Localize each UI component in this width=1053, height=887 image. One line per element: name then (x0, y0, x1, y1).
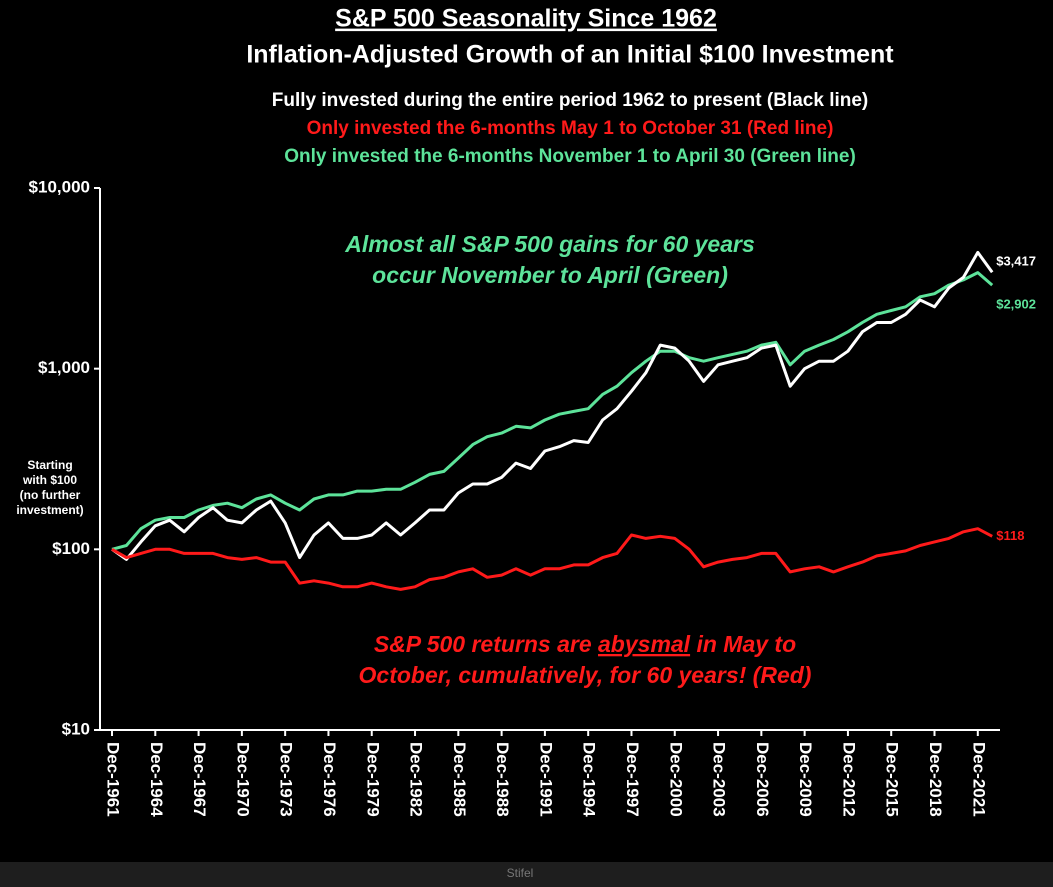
value-label: $118 (996, 528, 1024, 543)
x-tick-label: Dec-1964 (147, 742, 166, 817)
x-tick-label: Dec-1979 (363, 742, 382, 817)
x-tick-label: Dec-1988 (493, 742, 512, 817)
annotation-part: occur November to April (Green) (372, 262, 728, 288)
x-tick-label: Dec-1976 (320, 742, 339, 817)
series-line (111, 250, 994, 561)
legend-entry: Fully invested during the entire period … (272, 90, 869, 111)
chart-subtitle: Inflation-Adjusted Growth of an Initial … (246, 41, 894, 69)
x-tick-label: Dec-1967 (190, 742, 209, 817)
side-note: investment) (16, 503, 83, 517)
y-tick-label: $100 (52, 539, 90, 558)
x-tick-label: Dec-2012 (839, 742, 858, 817)
y-tick-label: $10,000 (29, 177, 90, 196)
x-tick-label: Dec-1982 (407, 742, 426, 817)
annotation: occur November to April (Green) (372, 262, 728, 288)
side-note: with $100 (22, 473, 77, 487)
annotation-part: S&P 500 returns are (374, 631, 598, 657)
series-line (111, 527, 993, 591)
x-tick-label: Dec-1970 (233, 742, 252, 817)
footer: Stifel (507, 866, 534, 880)
annotation-part: Almost all S&P 500 gains for 60 years (344, 231, 755, 257)
x-tick-label: Dec-2000 (666, 742, 685, 817)
annotation-part: October, cumulatively, for 60 years! (Re… (359, 662, 812, 688)
x-tick-label: Dec-1997 (623, 742, 642, 817)
footer-bar (0, 862, 1053, 887)
annotation-part: abysmal (598, 631, 691, 657)
x-tick-label: Dec-1994 (580, 742, 599, 817)
y-tick-label: $1,000 (38, 358, 90, 377)
side-note: (no further (20, 488, 81, 502)
series-line (111, 271, 994, 551)
legend-entry: Only invested the 6-months November 1 to… (284, 146, 856, 167)
annotation-part: in May to (690, 631, 796, 657)
x-tick-label: Dec-2021 (969, 742, 988, 817)
x-tick-label: Dec-1961 (104, 742, 123, 817)
x-tick-label: Dec-1985 (450, 742, 469, 817)
annotation: Almost all S&P 500 gains for 60 years (344, 231, 755, 257)
x-tick-label: Dec-2003 (710, 742, 729, 817)
value-label: $3,417 (996, 254, 1036, 269)
x-tick-label: Dec-1973 (277, 742, 296, 817)
value-label: $2,902 (996, 297, 1036, 312)
x-tick-label: Dec-2009 (796, 742, 815, 817)
x-tick-label: Dec-2006 (753, 742, 772, 817)
y-tick-label: $10 (62, 719, 90, 738)
legend-entry: Only invested the 6-months May 1 to Octo… (307, 118, 834, 139)
annotation: S&P 500 returns are abysmal in May to (374, 631, 796, 657)
side-note: Starting (27, 458, 72, 472)
x-tick-label: Dec-2015 (883, 742, 902, 817)
x-tick-label: Dec-2018 (926, 742, 945, 817)
annotation: October, cumulatively, for 60 years! (Re… (359, 662, 812, 688)
x-tick-label: Dec-1991 (536, 742, 555, 817)
chart-title: S&P 500 Seasonality Since 1962 (335, 5, 717, 33)
